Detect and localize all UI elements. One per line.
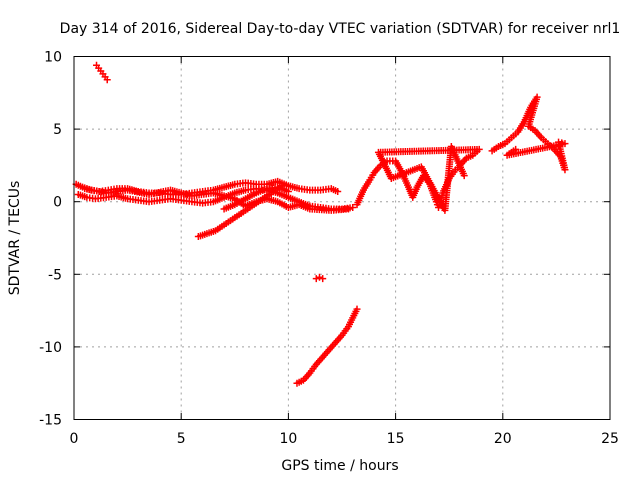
data-point [344, 205, 352, 213]
y-tick-label: 5 [53, 122, 62, 138]
data-point [349, 204, 357, 212]
grid [74, 56, 610, 420]
data-point [315, 273, 323, 281]
y-tick-label: 10 [44, 50, 62, 66]
data-point [334, 188, 342, 196]
x-tick-label: 25 [601, 431, 619, 447]
y-tick-label: -5 [48, 267, 62, 283]
data-point [460, 172, 468, 180]
y-tick-label: 0 [53, 195, 62, 211]
data-points [72, 61, 569, 387]
y-ticks [74, 56, 610, 420]
x-ticks [73, 56, 611, 420]
data-point [284, 188, 292, 196]
y-tick-labels: -15 -10 -5 0 5 10 [39, 50, 62, 429]
chart-title: Day 314 of 2016, Sidereal Day-to-day VTE… [60, 21, 621, 37]
plot-frame [73, 56, 611, 420]
data-point [512, 145, 520, 153]
x-tick-label: 0 [70, 431, 79, 447]
y-tick-label: -10 [39, 340, 62, 356]
y-tick-label: -15 [39, 413, 62, 429]
data-point [103, 76, 111, 84]
x-tick-label: 20 [494, 431, 512, 447]
data-point [319, 275, 327, 283]
x-axis-label: GPS time / hours [281, 458, 398, 474]
x-tick-label: 10 [279, 431, 297, 447]
data-point [353, 305, 361, 313]
y-axis-label: SDTVAR / TECUs [7, 181, 23, 296]
data-point [312, 275, 320, 283]
x-tick-label: 5 [177, 431, 186, 447]
x-tick-label: 15 [387, 431, 405, 447]
x-tick-labels: 0 5 10 15 20 25 [70, 431, 619, 447]
